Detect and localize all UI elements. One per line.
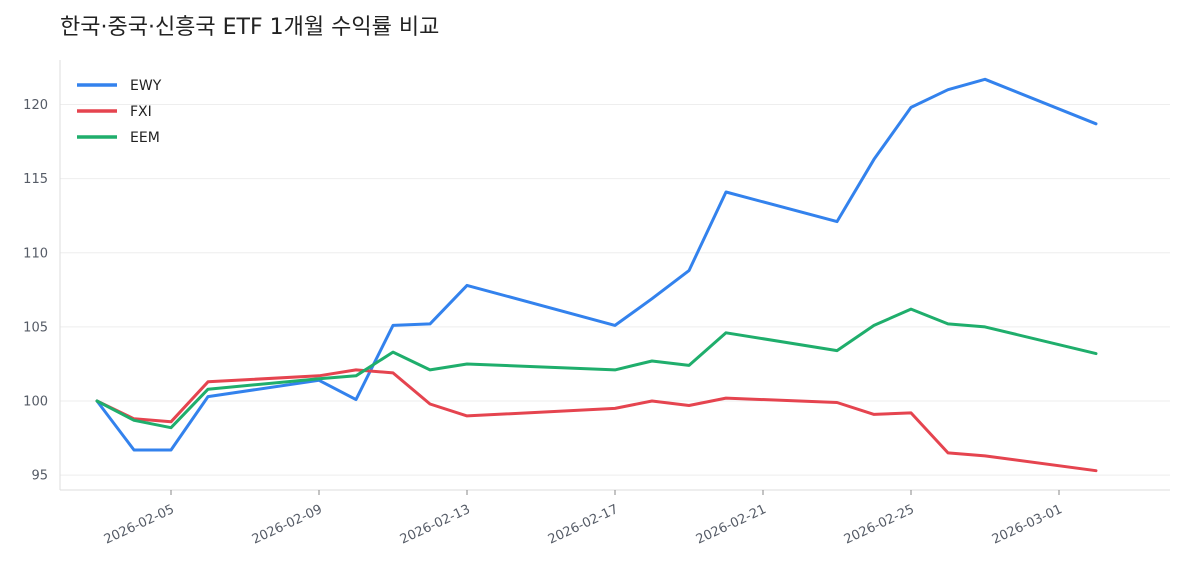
y-tick-label: 105 <box>23 320 48 335</box>
x-tick-label: 2026-02-05 <box>102 502 177 548</box>
legend-label-fxi: FXI <box>130 104 152 120</box>
y-tick-label: 115 <box>23 172 48 187</box>
y-tick-label: 95 <box>31 469 48 484</box>
series-line-ewy <box>95 77 1098 452</box>
y-tick-label: 120 <box>23 98 48 113</box>
y-tick-label: 100 <box>23 395 48 410</box>
series-line-fxi <box>95 368 1098 473</box>
y-tick-label: 110 <box>23 246 48 261</box>
x-tick-label: 2026-03-01 <box>990 502 1065 548</box>
x-tick-label: 2026-02-25 <box>842 502 917 548</box>
x-tick-label: 2026-02-09 <box>250 502 325 548</box>
x-tick-label: 2026-02-17 <box>546 502 621 548</box>
chart-title: 한국·중국·신흥국 ETF 1개월 수익률 비교 <box>60 15 440 40</box>
x-tick-label: 2026-02-21 <box>694 502 769 548</box>
legend-label-ewy: EWY <box>130 78 162 94</box>
x-tick-label: 2026-02-13 <box>398 502 473 548</box>
legend-label-eem: EEM <box>130 130 160 146</box>
series-line-eem <box>95 307 1098 430</box>
